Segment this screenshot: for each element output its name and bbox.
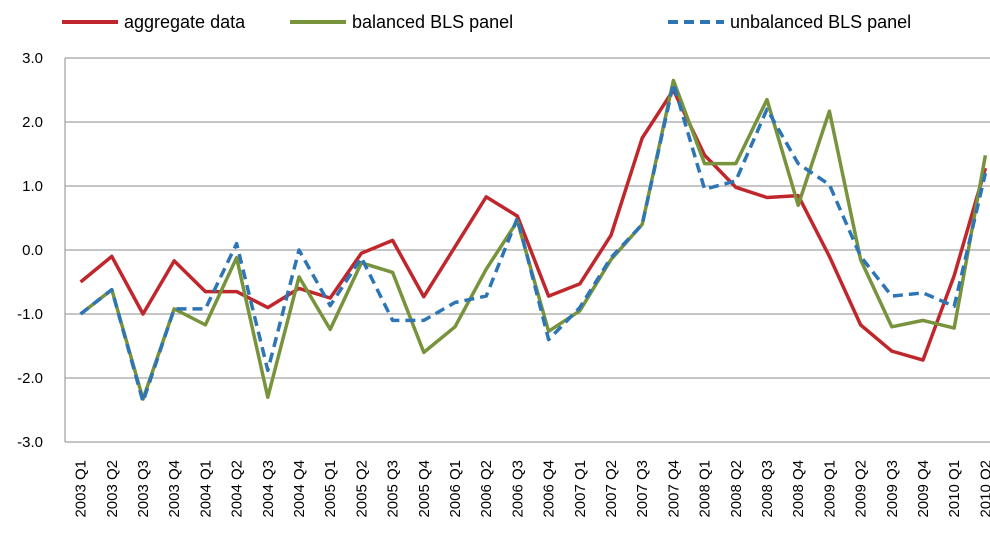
y-tick-label: -1.0 — [17, 306, 43, 323]
y-tick-label: 3.0 — [22, 50, 43, 67]
legend-label: balanced BLS panel — [352, 12, 513, 32]
x-tick-label: 2003 Q2 — [104, 460, 121, 518]
x-tick-label: 2009 Q3 — [884, 460, 901, 518]
x-tick-label: 2007 Q3 — [634, 460, 651, 518]
x-tick-label: 2008 Q1 — [697, 460, 714, 518]
series-line — [79, 81, 988, 404]
x-tick-label: 2003 Q1 — [73, 460, 90, 518]
y-tick-label: 2.0 — [22, 114, 43, 131]
series-line — [79, 78, 988, 401]
x-tick-label: 2005 Q2 — [353, 460, 370, 518]
legend-label: unbalanced BLS panel — [730, 12, 911, 32]
x-tick-label: 2003 Q4 — [166, 460, 183, 518]
x-tick-label: 2006 Q2 — [478, 460, 495, 518]
x-tick-label: 2004 Q2 — [229, 460, 246, 518]
y-tick-label: 0.0 — [22, 242, 43, 259]
x-tick-label: 2008 Q2 — [728, 460, 745, 518]
x-tick-label: 2003 Q3 — [135, 460, 152, 518]
x-tick-label: 2004 Q4 — [291, 460, 308, 518]
x-tick-label: 2004 Q1 — [197, 460, 214, 518]
x-tick-label: 2005 Q3 — [385, 460, 402, 518]
x-tick-label: 2006 Q4 — [541, 460, 558, 518]
x-tick-label: 2005 Q1 — [322, 460, 339, 518]
x-tick-label: 2009 Q2 — [853, 460, 870, 518]
x-tick-label: 2006 Q1 — [447, 460, 464, 518]
x-tick-label: 2006 Q3 — [509, 460, 526, 518]
x-tick-label: 2010 Q1 — [946, 460, 963, 518]
x-tick-label: 2008 Q4 — [790, 460, 807, 518]
legend-label: aggregate data — [124, 12, 246, 32]
x-tick-label: 2010 Q2 — [977, 460, 990, 518]
x-tick-label: 2004 Q3 — [260, 460, 277, 518]
x-tick-label: 2005 Q4 — [416, 460, 433, 518]
x-tick-label: 2009 Q4 — [915, 460, 932, 518]
x-tick-label: 2007 Q1 — [572, 460, 589, 518]
y-tick-label: 1.0 — [22, 178, 43, 195]
x-tick-label: 2008 Q3 — [759, 460, 776, 518]
x-tick-label: 2007 Q4 — [665, 460, 682, 518]
series-line — [79, 88, 988, 362]
y-tick-label: -2.0 — [17, 370, 43, 387]
x-tick-label: 2009 Q1 — [821, 460, 838, 518]
y-tick-label: -3.0 — [17, 434, 43, 451]
x-tick-label: 2007 Q2 — [603, 460, 620, 518]
